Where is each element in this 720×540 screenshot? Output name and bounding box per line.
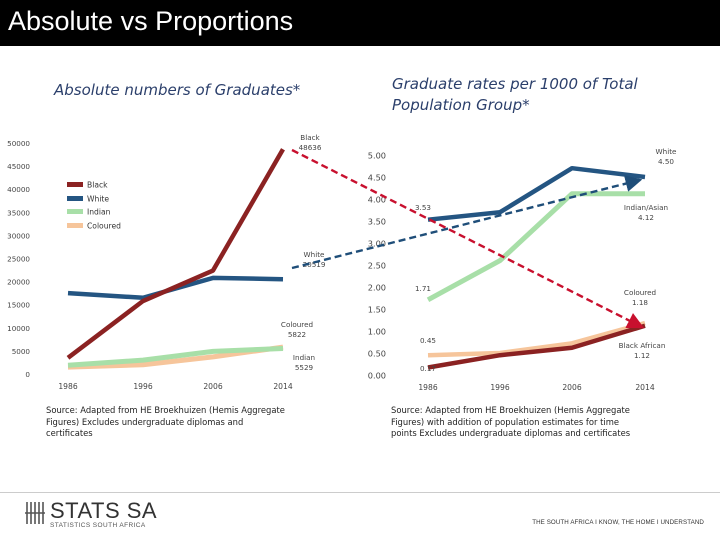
right-x-tick-label: 2006: [562, 383, 581, 392]
white-comparison-arrow: [291, 175, 643, 270]
legend-swatch-coloured: [67, 223, 83, 228]
left-x-tick-label: 1996: [133, 382, 152, 391]
left-y-tick-label: 40000: [7, 185, 30, 194]
left-x-tick-label: 1986: [58, 382, 77, 391]
right-y-tick-label: 2.50: [368, 261, 386, 271]
left-chart-source: Source: Adapted from HE Broekhuizen (Hem…: [46, 405, 285, 438]
legend-swatch-white: [67, 196, 83, 201]
right-x-tick-label: 2014: [635, 383, 654, 392]
right-y-tick-label: 0.00: [368, 371, 386, 381]
right-y-tick-label: 0.50: [368, 349, 386, 359]
right-y-tick-label: 1.00: [368, 327, 386, 337]
left-x-tick-label: 2014: [273, 382, 292, 391]
page-title: Absolute vs Proportions: [8, 6, 294, 36]
left-y-tick-label: 15000: [7, 301, 30, 310]
left-annotation: White: [304, 250, 325, 259]
black-comparison-arrow: [291, 148, 645, 329]
left-y-tick-label: 35000: [7, 208, 30, 217]
right-annotation: White: [656, 147, 677, 156]
right-annotation: Indian/Asian: [624, 203, 668, 212]
left-annotation: 5822: [288, 330, 306, 339]
stats-sa-logo: STATS SA STATISTICS SOUTH AFRICA: [24, 498, 184, 532]
legend-label-coloured: Coloured: [87, 222, 121, 231]
legend-swatch-indian: [67, 209, 83, 214]
footer-tagline: THE SOUTH AFRICA I KNOW, THE HOME I UNDE…: [532, 519, 704, 526]
right-annotation: 3.53: [415, 203, 431, 212]
right-annotation: 1.71: [415, 284, 431, 293]
right-x-tick-label: 1986: [418, 383, 437, 392]
left-annotation: Coloured: [281, 320, 313, 329]
left-chart-subtitle: Absolute numbers of Graduates*: [54, 81, 301, 99]
left-x-tick-label: 2006: [203, 382, 222, 391]
left-annotation: Black: [300, 133, 320, 142]
left-y-tick-label: 20000: [7, 278, 30, 287]
left-y-tick-label: 30000: [7, 231, 30, 240]
right-y-tick-label: 3.00: [368, 239, 386, 249]
left-y-tick-label: 0: [25, 370, 30, 379]
left-annotation: Indian: [293, 353, 315, 362]
right-y-tick-label: 3.50: [368, 217, 386, 227]
right-annotation: Coloured: [624, 288, 656, 297]
right-series-line-coloured: [427, 320, 646, 358]
legend-swatch-black: [67, 182, 83, 187]
legend-label-black: Black: [87, 181, 108, 190]
right-y-tick-label: 4.00: [368, 195, 386, 205]
left-y-tick-label: 10000: [7, 324, 30, 333]
right-annotation: 0.45: [420, 336, 436, 345]
right-x-tick-label: 1996: [490, 383, 509, 392]
left-y-tick-label: 5000: [12, 347, 31, 356]
right-y-tick-label: 4.50: [368, 173, 386, 183]
logo-mark-icon: [25, 502, 45, 524]
right-annotation: 1.12: [634, 351, 650, 360]
right-series-line-indian-asian: [426, 191, 645, 302]
right-y-tick-label: 1.50: [368, 305, 386, 315]
right-chart-source: Source: Adapted from HE Broekhuizen (Hem…: [391, 405, 631, 438]
left-y-tick-label: 45000: [7, 162, 30, 171]
left-y-tick-label: 50000: [7, 139, 30, 148]
right-annotation: 4.50: [658, 157, 674, 166]
legend-label-white: White: [87, 195, 109, 204]
footer-divider: [0, 492, 720, 493]
left-series-line-indian: [67, 345, 284, 368]
left-annotation: 48636: [299, 143, 322, 152]
left-annotation: 20519: [303, 260, 326, 269]
right-chart-subtitle: Graduate rates per 1000 of Total Populat…: [392, 75, 638, 114]
right-y-tick-label: 5.00: [368, 151, 386, 161]
right-y-tick-label: 2.00: [368, 283, 386, 293]
title-bar: Absolute vs Proportions: [0, 0, 720, 46]
right-annotation: 0.17: [420, 364, 436, 373]
right-annotation: Black African: [619, 341, 666, 350]
left-annotation: 5529: [295, 363, 314, 372]
logo-name: STATS SA: [50, 498, 158, 523]
logo-subtitle: STATISTICS SOUTH AFRICA: [50, 522, 146, 529]
right-annotation: 4.12: [638, 213, 654, 222]
right-annotation: 1.18: [632, 298, 648, 307]
right-series-line-black-african: [427, 323, 646, 370]
legend-label-indian: Indian: [87, 208, 111, 217]
right-series-line-white: [427, 165, 646, 222]
left-y-tick-label: 25000: [7, 255, 30, 264]
left-series-line-black: [66, 148, 285, 360]
